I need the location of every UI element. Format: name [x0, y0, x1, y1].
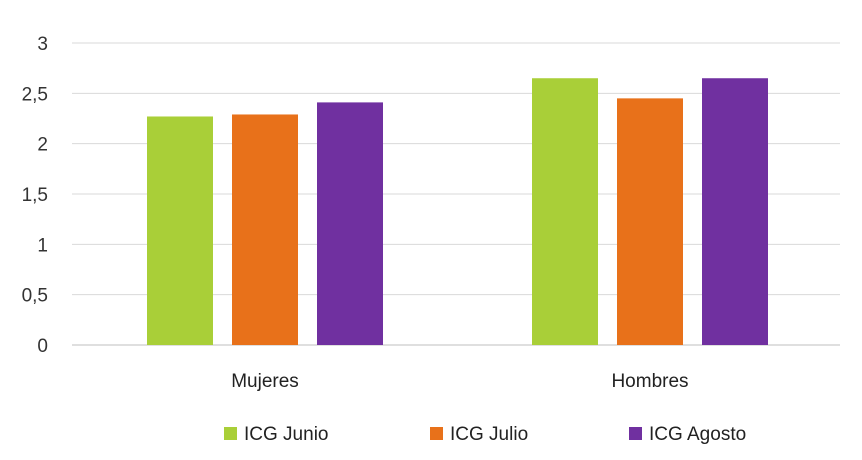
legend: ICG Junio ICG Julio ICG Agosto [224, 424, 746, 445]
bar-icg-julio-mujeres [232, 114, 298, 346]
x-axis-categories: Mujeres Hombres [231, 371, 688, 392]
category-label: Mujeres [231, 371, 299, 392]
legend-label: ICG Agosto [649, 424, 746, 445]
y-tick-label: 2 [37, 135, 48, 156]
y-tick-label: 2,5 [22, 84, 48, 105]
bar-icg-junio-hombres [532, 78, 598, 345]
bar-icg-agosto-mujeres [317, 102, 383, 345]
y-tick-label: 1 [37, 235, 48, 256]
legend-label: ICG Julio [450, 424, 528, 445]
bar-icg-agosto-hombres [702, 78, 768, 345]
bars [147, 78, 768, 346]
y-axis-ticks: 0 0,5 1 1,5 2 2,5 3 [22, 34, 48, 357]
y-tick-label: 0,5 [22, 286, 48, 307]
legend-swatch [629, 427, 642, 440]
legend-swatch [430, 427, 443, 440]
bar-icg-junio-mujeres [147, 116, 213, 345]
category-label: Hombres [611, 371, 688, 392]
y-tick-label: 0 [37, 336, 48, 357]
legend-label: ICG Junio [244, 424, 328, 445]
bar-icg-julio-hombres [617, 98, 683, 345]
legend-swatch [224, 427, 237, 440]
y-tick-label: 3 [37, 34, 48, 55]
y-tick-label: 1,5 [22, 185, 48, 206]
